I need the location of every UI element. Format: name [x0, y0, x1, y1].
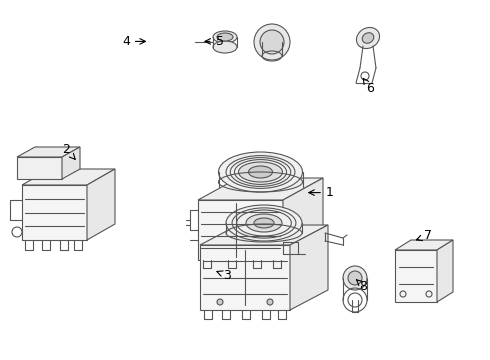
- Polygon shape: [22, 185, 87, 240]
- Polygon shape: [62, 147, 80, 179]
- Polygon shape: [437, 240, 453, 302]
- Text: 5: 5: [205, 35, 223, 48]
- Text: 2: 2: [62, 143, 75, 159]
- Ellipse shape: [219, 152, 302, 192]
- Text: 1: 1: [309, 186, 334, 199]
- Ellipse shape: [348, 271, 362, 285]
- Ellipse shape: [260, 30, 284, 54]
- Polygon shape: [87, 169, 115, 240]
- Ellipse shape: [213, 31, 237, 43]
- Ellipse shape: [217, 33, 233, 41]
- Text: 8: 8: [357, 280, 368, 293]
- Ellipse shape: [254, 218, 274, 228]
- Circle shape: [217, 299, 223, 305]
- Polygon shape: [200, 225, 328, 245]
- Polygon shape: [198, 178, 323, 200]
- Ellipse shape: [213, 41, 237, 53]
- Polygon shape: [395, 250, 437, 302]
- Ellipse shape: [362, 33, 374, 43]
- Polygon shape: [198, 200, 283, 260]
- Ellipse shape: [343, 266, 367, 290]
- Polygon shape: [17, 157, 62, 179]
- Ellipse shape: [248, 166, 272, 178]
- Ellipse shape: [246, 214, 282, 232]
- Text: 3: 3: [217, 269, 231, 282]
- Polygon shape: [290, 225, 328, 310]
- Polygon shape: [200, 245, 290, 310]
- Polygon shape: [22, 169, 115, 185]
- Ellipse shape: [239, 162, 283, 182]
- Ellipse shape: [226, 205, 302, 241]
- Text: 7: 7: [416, 229, 432, 242]
- Circle shape: [267, 299, 273, 305]
- Text: 6: 6: [363, 78, 374, 95]
- Polygon shape: [395, 240, 453, 250]
- Text: 4: 4: [122, 35, 146, 48]
- Ellipse shape: [356, 27, 380, 49]
- Ellipse shape: [254, 24, 290, 60]
- Polygon shape: [17, 147, 80, 157]
- Polygon shape: [283, 178, 323, 260]
